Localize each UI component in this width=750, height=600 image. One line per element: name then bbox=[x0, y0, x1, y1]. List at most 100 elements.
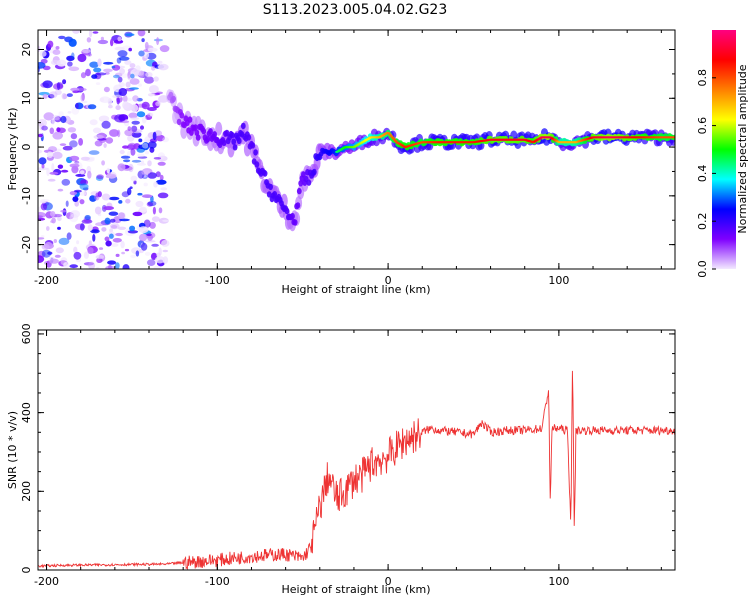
spectrogram-noise-blob bbox=[151, 216, 160, 222]
spectrogram-ridge-cell bbox=[193, 124, 198, 131]
spectrogram-noise-blob bbox=[38, 157, 47, 165]
spectrogram-noise-blob bbox=[53, 116, 60, 121]
chart-title: S113.2023.005.04.02.G23 bbox=[263, 2, 448, 18]
y-tick-label: 200 bbox=[20, 481, 33, 502]
spectrogram-noise-blob bbox=[56, 82, 64, 89]
spectrogram-ridge-cell bbox=[229, 132, 235, 139]
spectrogram-noise-blob bbox=[109, 223, 120, 230]
spectrogram-noise-blob bbox=[155, 256, 165, 264]
spectrogram-ridge-cell bbox=[221, 139, 227, 146]
y-tick-label: 10 bbox=[20, 91, 33, 105]
spectrogram-noise-blob bbox=[114, 114, 125, 123]
spectrogram-ridge-cell bbox=[224, 129, 230, 137]
spectrogram-ridge-cell bbox=[284, 207, 290, 215]
spectrogram-noise-blob bbox=[149, 221, 156, 229]
spectrogram-noise-blob bbox=[40, 235, 45, 238]
spectrogram-ridge-cell bbox=[301, 171, 306, 178]
spectrogram-noise-blob bbox=[157, 60, 163, 64]
spectrogram-noise-blob bbox=[71, 165, 79, 174]
spectrogram-noise-blob bbox=[67, 111, 72, 114]
spectrogram-noise-blob bbox=[62, 93, 68, 100]
spectrogram-noise-blob bbox=[50, 59, 61, 66]
spectrogram-noise-blob bbox=[117, 50, 128, 58]
spectrogram-y-label: Frequency (Hz) bbox=[6, 108, 19, 191]
spectrogram-noise-blob bbox=[67, 61, 73, 67]
spectrogram-noise-blob bbox=[95, 254, 105, 260]
x-tick-label: 0 bbox=[385, 575, 392, 588]
spectrogram-noise-blob bbox=[49, 127, 55, 135]
spectrogram-noise-blob bbox=[109, 218, 116, 223]
snr-x-label: Height of straight line (km) bbox=[281, 583, 430, 596]
spectrogram-noise-blob bbox=[101, 193, 111, 201]
spectrogram-noise-blob bbox=[113, 39, 124, 44]
spectrogram-ridge-cell bbox=[194, 129, 200, 136]
spectrogram-noise-blob bbox=[127, 71, 131, 79]
spectrogram-noise-blob bbox=[93, 67, 102, 73]
spectrogram-noise-blob bbox=[81, 49, 91, 54]
spectrogram-noise-blob bbox=[60, 209, 67, 213]
spectrogram-noise-blob bbox=[86, 53, 92, 57]
spectrogram-noise-blob bbox=[57, 188, 64, 192]
spectrogram-noise-blob bbox=[127, 230, 139, 234]
spectrogram-noise-blob bbox=[137, 192, 143, 196]
spectrogram-noise-blob bbox=[95, 192, 100, 198]
spectrogram-noise-blob bbox=[139, 206, 147, 213]
spectrogram-noise-blob bbox=[115, 253, 120, 257]
spectrogram-noise-blob bbox=[127, 151, 131, 157]
spectrogram-ridge-cell bbox=[292, 219, 298, 226]
spectrogram-noise-blob bbox=[61, 178, 71, 186]
spectrogram-noise-blob bbox=[141, 169, 151, 175]
spectrogram-ridge-cell bbox=[246, 134, 252, 141]
spectrogram-noise-blob bbox=[156, 252, 161, 258]
spectrogram-noise-blob bbox=[125, 33, 135, 37]
spectrogram-noise-blob bbox=[47, 40, 54, 48]
spectrogram-ridge-cell bbox=[231, 138, 237, 145]
spectrogram-noise-blob bbox=[57, 216, 62, 222]
spectrogram-noise-blob bbox=[147, 47, 158, 52]
spectrogram-noise-blob bbox=[69, 140, 78, 148]
spectrogram-noise-blob bbox=[97, 58, 102, 67]
spectrogram-noise-blob bbox=[70, 87, 80, 92]
spectrogram-ridge-cell bbox=[201, 127, 207, 135]
spectrogram-noise-blob bbox=[155, 101, 162, 107]
spectrogram-noise-blob bbox=[147, 160, 152, 167]
spectrogram-noise-blob bbox=[157, 161, 166, 166]
colorbar-gradient bbox=[712, 30, 736, 269]
spectrogram-noise-blob bbox=[76, 240, 80, 245]
spectrogram-noise-blob bbox=[41, 249, 52, 258]
spectrogram-noise-blob bbox=[138, 233, 148, 242]
spectrogram-noise-blob bbox=[99, 96, 111, 103]
spectrogram-noise-blob bbox=[88, 150, 100, 155]
spectrogram-noise-blob bbox=[117, 163, 126, 172]
spectrogram-noise-blob bbox=[157, 192, 169, 199]
snr-plot-area bbox=[38, 330, 675, 570]
spectrogram-ridge-cell bbox=[240, 122, 246, 130]
spectrogram-noise-blob bbox=[152, 131, 157, 141]
spectrogram-noise-blob bbox=[124, 129, 135, 137]
spectrogram-noise-blob bbox=[140, 242, 148, 251]
spectrogram-noise-blob bbox=[98, 115, 110, 122]
spectrogram-noise-blob bbox=[131, 159, 142, 163]
spectrogram-noise-blob bbox=[67, 127, 77, 133]
spectrogram-noise-blob bbox=[144, 251, 151, 256]
spectrogram-noise-blob bbox=[72, 196, 79, 203]
spectrogram-noise-blob bbox=[75, 102, 79, 109]
spectrogram-noise-blob bbox=[129, 63, 136, 69]
spectrogram-noise-blob bbox=[68, 38, 77, 47]
spectrogram-noise-blob bbox=[49, 171, 59, 175]
spectrogram-noise-blob bbox=[119, 68, 125, 75]
spectrogram-noise-blob bbox=[136, 111, 146, 118]
spectrogram-ridge-cell bbox=[268, 183, 273, 191]
spectrogram-noise-blob bbox=[79, 170, 85, 175]
spectrogram-noise-blob bbox=[132, 95, 139, 102]
spectrogram-noise-blob bbox=[162, 136, 170, 143]
spectrogram-noise-blob bbox=[159, 45, 170, 53]
spectrogram-noise-blob bbox=[38, 237, 45, 240]
spectrogram-noise-blob bbox=[66, 55, 75, 61]
spectrogram-noise-blob bbox=[108, 196, 120, 201]
x-tick-label: -200 bbox=[34, 575, 59, 588]
spectrogram-noise-blob bbox=[142, 142, 149, 149]
spectrogram-noise-blob bbox=[77, 53, 87, 63]
spectrogram-noise-blob bbox=[43, 112, 55, 121]
